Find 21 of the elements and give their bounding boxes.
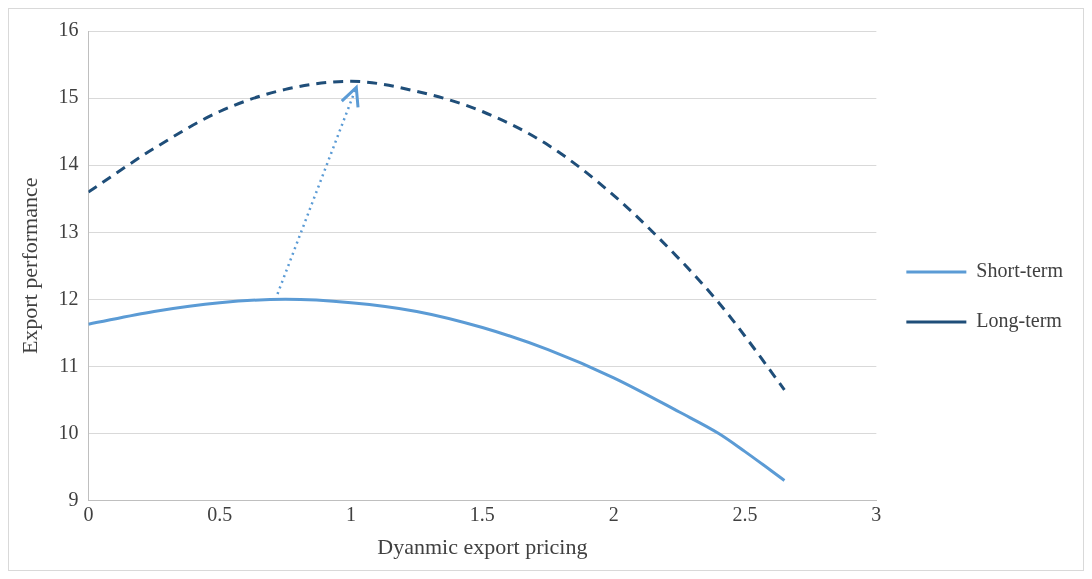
- y-tick-label: 13: [58, 219, 79, 242]
- x-axis-title: Dyanmic export pricing: [377, 533, 588, 559]
- y-tick-label: 12: [58, 286, 79, 309]
- x-tick-label: 1.5: [469, 502, 495, 525]
- x-tick-label: 0.5: [207, 502, 233, 525]
- x-tick-label: 2: [608, 502, 619, 525]
- x-tick-label: 2.5: [732, 502, 758, 525]
- x-tick-label: 1: [346, 502, 357, 525]
- line-series: [88, 79, 786, 392]
- x-tick-label: 3: [871, 502, 882, 525]
- y-tick-label: 15: [58, 85, 79, 108]
- y-tick-label: 9: [68, 487, 79, 510]
- line-series: [88, 297, 786, 482]
- legend-label: Long-term: [976, 309, 1063, 333]
- legend-label: Short-term: [976, 259, 1064, 282]
- y-tick-label: 16: [58, 18, 79, 41]
- y-axis-title: Export performance: [16, 177, 42, 355]
- x-tick-label: 0: [83, 502, 94, 525]
- y-tick-label: 14: [58, 152, 79, 175]
- y-tick-label: 11: [59, 353, 79, 376]
- y-tick-label: 10: [58, 420, 79, 443]
